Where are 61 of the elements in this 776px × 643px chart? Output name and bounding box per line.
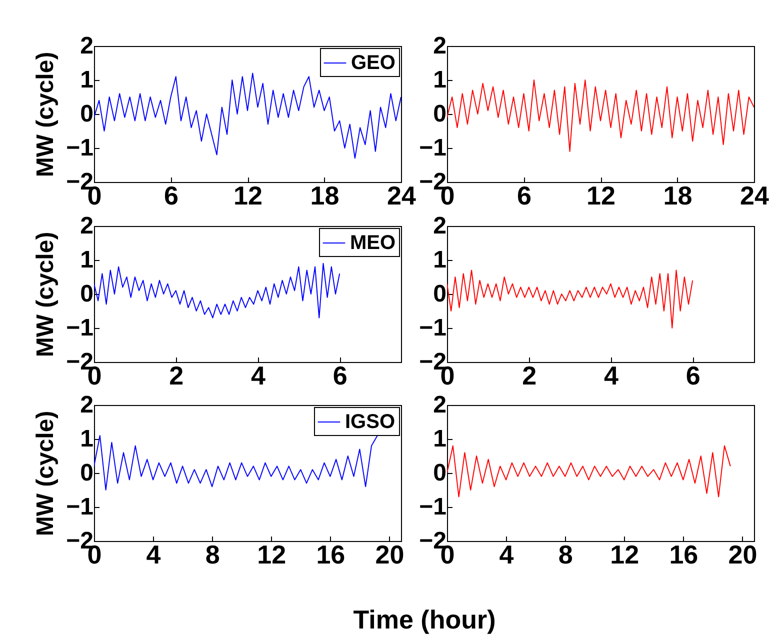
x-tick-label: 4 xyxy=(146,540,162,570)
line-series xyxy=(447,80,754,152)
y-axis-title: MW (cycle) xyxy=(32,232,60,358)
y-tick-label: −1 xyxy=(66,494,94,520)
y-tick-label: 0 xyxy=(80,280,94,308)
x-tick-label: 16 xyxy=(669,540,698,570)
x-tick-label: 12 xyxy=(257,540,286,570)
x-tick-label: 20 xyxy=(728,540,758,570)
x-axis-title: Time (hour) xyxy=(353,604,496,634)
y-tick-label: −1 xyxy=(419,134,446,162)
y-tick-label: −1 xyxy=(66,314,94,342)
y-tick-label: −1 xyxy=(66,134,94,162)
y-tick-label: −1 xyxy=(419,314,446,342)
legend-label: IGSO xyxy=(345,411,396,433)
x-tick-label: 8 xyxy=(558,540,573,570)
line-series xyxy=(447,270,694,328)
x-tick-label: 2 xyxy=(522,360,537,390)
y-axis-title: MW (cycle) xyxy=(32,410,60,536)
y-tick-label: 0 xyxy=(433,100,446,128)
y-tick-label: 1 xyxy=(433,66,446,94)
line-series xyxy=(94,72,401,159)
y-tick-label: 2 xyxy=(433,392,446,418)
y-tick-label: 2 xyxy=(433,32,446,60)
y-tick-label: 0 xyxy=(433,460,446,486)
legend-label: MEO xyxy=(350,232,396,254)
x-tick-label: 12 xyxy=(586,180,616,210)
y-tick-label: 1 xyxy=(433,426,446,452)
legend-label: GEO xyxy=(351,52,396,74)
x-tick-label: 16 xyxy=(316,540,346,570)
x-tick-label: 6 xyxy=(164,180,178,210)
x-tick-label: 18 xyxy=(310,180,340,210)
y-tick-label: 1 xyxy=(80,426,94,452)
y-tick-label: 1 xyxy=(80,246,94,274)
x-tick-label: 4 xyxy=(499,540,514,570)
x-tick-label: 4 xyxy=(604,360,619,390)
y-tick-label: 1 xyxy=(433,246,446,274)
line-series xyxy=(447,445,731,498)
x-tick-label: 8 xyxy=(205,540,220,570)
line-series xyxy=(94,435,378,490)
x-tick-label: 24 xyxy=(740,180,770,210)
y-tick-label: −1 xyxy=(419,494,446,520)
x-tick-label: 6 xyxy=(517,180,532,210)
x-tick-label: 6 xyxy=(332,360,348,390)
y-tick-label: 0 xyxy=(433,280,446,308)
y-tick-label: 2 xyxy=(433,212,446,240)
x-tick-label: 20 xyxy=(375,540,404,570)
x-tick-label: 6 xyxy=(686,360,700,390)
y-tick-label: 2 xyxy=(80,392,94,418)
line-series xyxy=(94,262,340,318)
y-tick-label: 0 xyxy=(80,460,94,486)
x-tick-label: 12 xyxy=(610,540,640,570)
y-tick-label: 2 xyxy=(80,212,94,240)
x-tick-label: 18 xyxy=(663,180,692,210)
x-tick-label: 12 xyxy=(234,180,262,210)
x-tick-label: 2 xyxy=(169,360,184,390)
x-tick-label: 24 xyxy=(387,180,416,210)
y-tick-label: 2 xyxy=(80,32,94,60)
x-tick-label: 4 xyxy=(251,360,266,390)
y-axis-title: MW (cycle) xyxy=(32,52,60,178)
y-tick-label: 1 xyxy=(80,66,94,94)
y-tick-label: 0 xyxy=(80,100,94,128)
